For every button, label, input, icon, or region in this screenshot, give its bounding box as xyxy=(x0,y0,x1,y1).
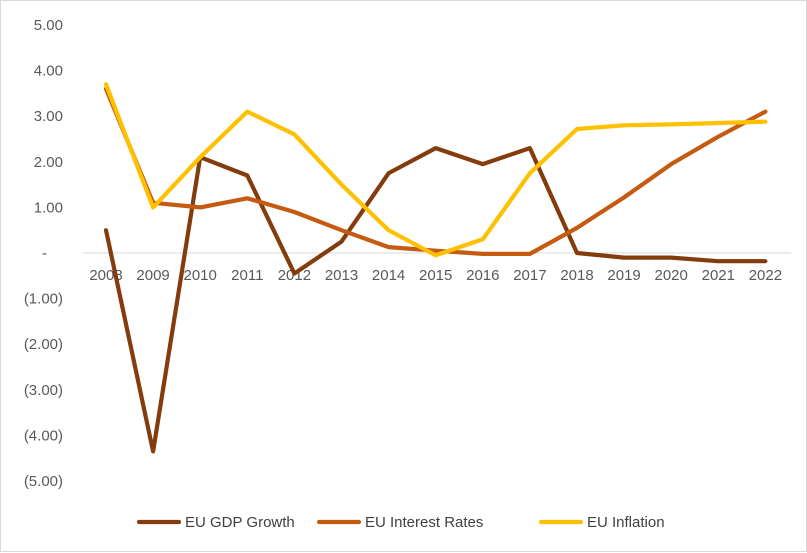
y-tick-label: 3.00 xyxy=(34,108,63,125)
y-tick-label: (2.00) xyxy=(24,336,63,353)
y-axis-labels: 5.00 4.00 3.00 2.00 1.00 - (1.00) (2.00) (3.00) (… xyxy=(24,17,63,490)
x-tick-label: 2014 xyxy=(372,267,405,284)
legend-label: EU Interest Rates xyxy=(365,514,483,531)
x-tick-label: 2021 xyxy=(702,267,735,284)
y-tick-label: (4.00) xyxy=(24,427,63,444)
y-tick-label: - xyxy=(42,245,47,262)
y-tick-label: (3.00) xyxy=(24,382,63,399)
y-tick-label: 2.00 xyxy=(34,154,63,171)
legend-label: EU GDP Growth xyxy=(185,514,295,531)
y-tick-label: 1.00 xyxy=(34,199,63,216)
x-tick-label: 2011 xyxy=(231,267,263,284)
y-tick-label: (1.00) xyxy=(24,291,63,308)
x-tick-label: 2020 xyxy=(655,267,688,284)
x-tick-label: 2009 xyxy=(136,267,169,284)
x-tick-label: 2015 xyxy=(419,267,452,284)
y-tick-label: 4.00 xyxy=(34,63,63,80)
series-line-eu-interest-rates xyxy=(106,89,765,254)
x-tick-label: 2013 xyxy=(325,267,358,284)
x-tick-label: 2018 xyxy=(560,267,593,284)
y-tick-label: (5.00) xyxy=(24,473,63,490)
x-tick-label: 2010 xyxy=(184,267,217,284)
x-tick-label: 2016 xyxy=(466,267,499,284)
legend-label: EU Inflation xyxy=(587,514,665,531)
series-line-eu-gdp-growth xyxy=(106,148,765,451)
x-tick-label: 2022 xyxy=(749,267,782,284)
x-tick-label: 2019 xyxy=(607,267,640,284)
legend: EU GDP Growth EU Interest Rates EU Inflati… xyxy=(139,514,665,531)
y-tick-label: 5.00 xyxy=(34,17,63,34)
x-tick-label: 2017 xyxy=(513,267,546,284)
